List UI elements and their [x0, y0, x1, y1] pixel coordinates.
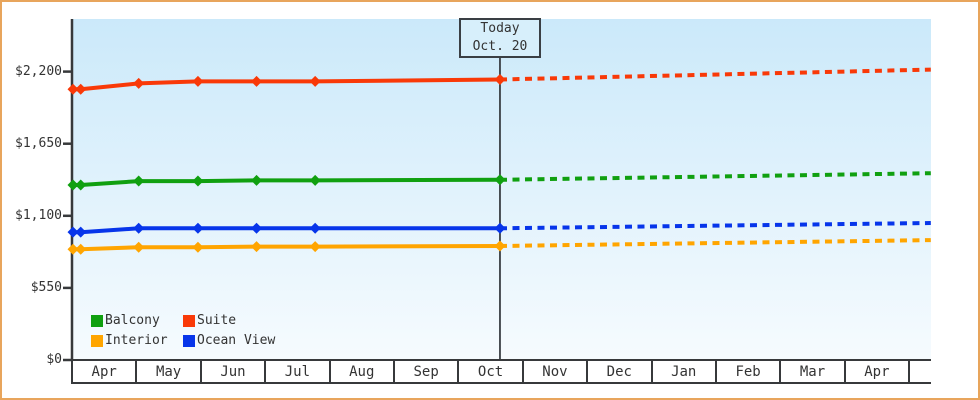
x-axis-month-label: Feb [717, 361, 782, 382]
y-axis-tick-label: $550 [30, 280, 62, 295]
legend-label: Ocean View [197, 333, 276, 348]
today-marker-box: Today Oct. 20 [459, 18, 541, 58]
x-axis-month-row: Apr May Jun Jul Aug Sep Oct Nov Dec Jan … [71, 359, 931, 384]
legend-label: Balcony [105, 313, 160, 328]
today-date: Oct. 20 [472, 39, 528, 54]
x-axis-month-label: Oct [459, 361, 524, 382]
legend-item-interior: Interior [91, 331, 183, 350]
x-axis-month-label: Mar [781, 361, 846, 382]
today-label: Today [480, 21, 520, 36]
x-axis-month-label: Aug [331, 361, 395, 382]
ocean-view-swatch-icon [183, 334, 195, 347]
x-axis-month-label: Dec [588, 361, 653, 382]
legend-item-balcony: Balcony [91, 311, 183, 330]
legend-item-suite: Suite [183, 311, 275, 330]
interior-swatch-icon [91, 334, 103, 347]
x-axis-month-label: Nov [524, 361, 589, 382]
x-axis-month-label: Sep [395, 361, 460, 382]
y-axis-tick-label: $0 [46, 352, 62, 367]
x-axis-month-label-empty [910, 361, 931, 382]
x-axis-month-label: Apr [846, 361, 911, 382]
y-axis-tick-label: $1,100 [15, 208, 62, 223]
balcony-swatch-icon [91, 314, 103, 327]
x-axis-month-label: Jan [653, 361, 717, 382]
legend-label: Interior [105, 333, 168, 348]
legend-label: Suite [197, 313, 237, 328]
y-axis-tick-label: $2,200 [15, 64, 62, 79]
y-axis-tick-label: $1,650 [15, 136, 62, 151]
x-axis-month-label: Apr [73, 361, 138, 382]
suite-swatch-icon [183, 314, 195, 327]
legend-item-ocean-view: Ocean View [183, 331, 275, 350]
legend: Balcony Suite Interior Ocean View [91, 311, 275, 350]
x-axis-month-label: Jun [202, 361, 267, 382]
x-axis-month-label: May [137, 361, 202, 382]
x-axis-month-label: Jul [266, 361, 331, 382]
